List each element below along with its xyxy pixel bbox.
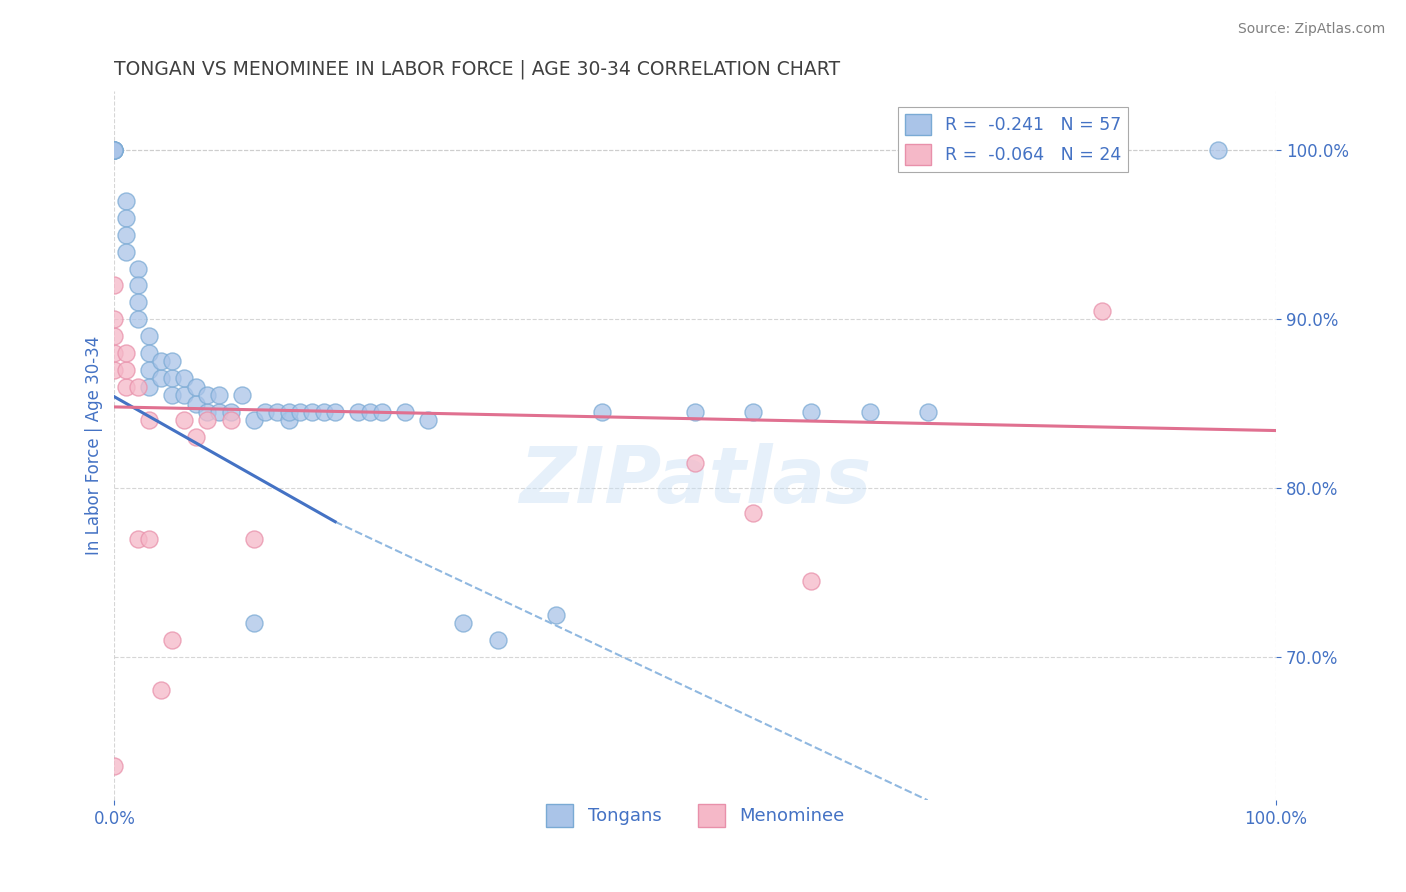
Text: ZIPatlas: ZIPatlas (519, 443, 872, 519)
Point (127, 312, 149, 326)
Point (231, 388, 253, 402)
Point (138, 329, 160, 343)
Point (162, 632, 184, 647)
Point (115, 227, 138, 242)
Point (103, 278, 125, 293)
Point (219, 413, 242, 427)
Point (162, 388, 184, 402)
Point (243, 615, 266, 630)
Point (127, 261, 149, 276)
Point (162, 354, 184, 368)
Point (173, 413, 195, 427)
Point (917, 405, 939, 419)
Point (138, 363, 160, 377)
Point (800, 574, 823, 588)
Point (115, 194, 138, 208)
Point (149, 354, 172, 368)
Point (103, 312, 125, 326)
Point (103, 759, 125, 773)
Point (149, 683, 172, 698)
Point (323, 405, 346, 419)
Point (742, 506, 765, 520)
Point (347, 405, 370, 419)
Point (486, 632, 509, 647)
Point (312, 405, 335, 419)
Point (127, 295, 149, 310)
Point (138, 413, 160, 427)
Point (370, 405, 392, 419)
Point (1206, 144, 1229, 158)
Point (243, 413, 266, 427)
Point (290, 405, 312, 419)
Point (162, 371, 184, 385)
Point (103, 346, 125, 360)
Point (858, 405, 880, 419)
Point (1091, 303, 1114, 318)
Point (103, 144, 125, 158)
Point (184, 430, 207, 444)
Point (394, 405, 416, 419)
Point (243, 532, 266, 546)
Point (208, 405, 231, 419)
Text: TONGAN VS MENOMINEE IN LABOR FORCE | AGE 30-34 CORRELATION CHART: TONGAN VS MENOMINEE IN LABOR FORCE | AGE… (114, 60, 841, 79)
Point (149, 371, 172, 385)
Point (184, 379, 207, 393)
Point (451, 615, 474, 630)
Point (219, 405, 242, 419)
Point (208, 388, 231, 402)
Point (103, 144, 125, 158)
Point (138, 532, 160, 546)
Point (277, 405, 299, 419)
Point (103, 144, 125, 158)
Point (115, 379, 138, 393)
Point (301, 405, 323, 419)
Point (127, 278, 149, 293)
Point (591, 405, 613, 419)
Point (254, 405, 277, 419)
Text: Source: ZipAtlas.com: Source: ZipAtlas.com (1237, 22, 1385, 37)
Point (544, 607, 567, 622)
Point (277, 413, 299, 427)
Point (184, 396, 207, 410)
Point (115, 244, 138, 259)
Point (683, 405, 706, 419)
Point (742, 405, 765, 419)
Point (359, 405, 381, 419)
Point (266, 405, 288, 419)
Point (138, 379, 160, 393)
Point (800, 405, 823, 419)
Point (127, 532, 149, 546)
Point (127, 379, 149, 393)
Y-axis label: In Labor Force | Age 30-34: In Labor Force | Age 30-34 (86, 336, 103, 556)
Point (103, 144, 125, 158)
Point (195, 405, 218, 419)
Point (683, 456, 706, 470)
Point (103, 329, 125, 343)
Point (173, 388, 195, 402)
Point (115, 363, 138, 377)
Legend: Tongans, Menominee: Tongans, Menominee (538, 797, 852, 834)
Point (115, 346, 138, 360)
Point (103, 144, 125, 158)
Point (103, 363, 125, 377)
Point (173, 371, 195, 385)
Point (416, 413, 439, 427)
Point (195, 388, 218, 402)
Point (115, 211, 138, 225)
Point (138, 346, 160, 360)
Point (195, 413, 218, 427)
